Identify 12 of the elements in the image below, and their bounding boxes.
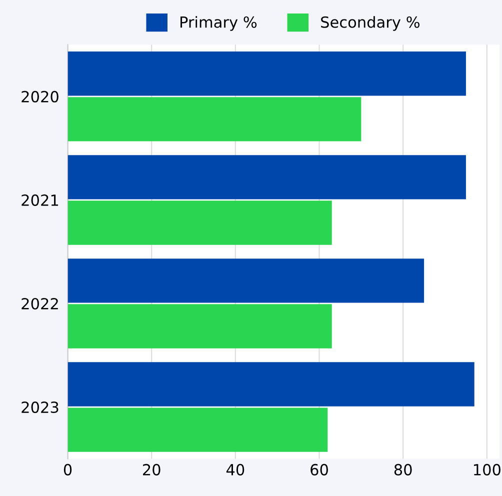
x-tick-label: 0 (64, 464, 72, 476)
x-tick-label: 20 (143, 464, 160, 476)
x-tick-label: 80 (394, 464, 412, 476)
y-tick-label: 2020 (22, 90, 58, 102)
x-tick-label: 60 (310, 464, 328, 476)
y-tick-label: 2023 (22, 401, 58, 414)
legend-label: Primary % (180, 16, 257, 31)
y-tick-label: 2021 (22, 194, 58, 206)
x-tick-label: 100 (474, 464, 500, 476)
x-tick-label: 40 (226, 464, 244, 476)
y-tick-label: 2022 (22, 298, 58, 310)
legend-label: Secondary % (321, 16, 420, 31)
